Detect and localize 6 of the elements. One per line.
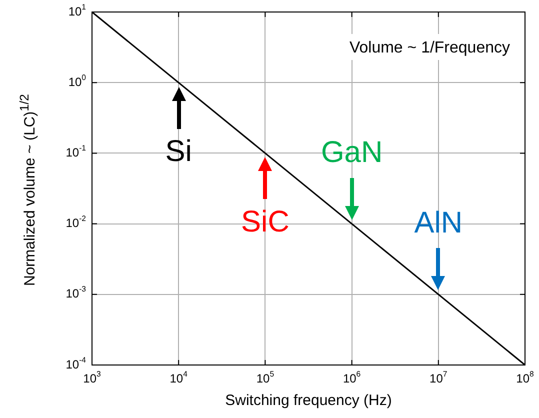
annotation: Si [165,134,192,168]
x-axis-title: Switching frequency (Hz) [224,392,393,409]
annotation: GaN [320,136,383,170]
annotation: Volume ~ 1/Frequency [349,39,510,56]
annotation: SiC [241,205,290,238]
annotation: AlN [414,206,463,240]
